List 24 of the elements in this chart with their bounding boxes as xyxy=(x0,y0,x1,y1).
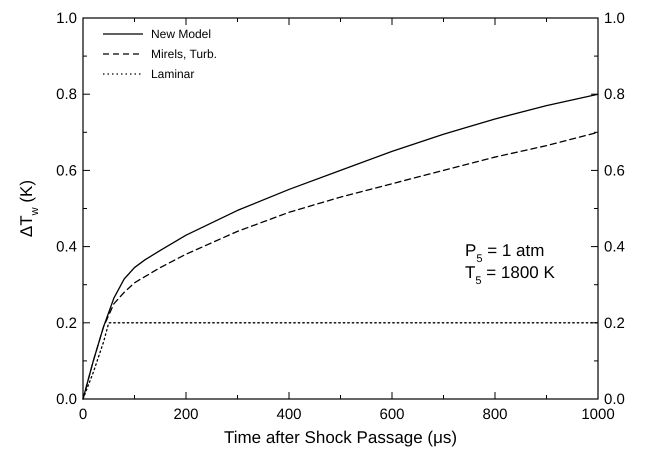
x-tick-label: 0 xyxy=(78,406,88,423)
x-axis-title: Time after Shock Passage (μs) xyxy=(224,428,458,447)
y2-tick-label: 0.2 xyxy=(604,314,625,332)
y-tick-label: 0.6 xyxy=(56,162,77,180)
annotation: T$_{5}$ = 1800 K xyxy=(465,263,556,287)
y2-tick-label: 0.8 xyxy=(604,86,625,104)
text: 0.0 xyxy=(56,391,77,408)
legend-label: Laminar xyxy=(151,67,194,81)
x-tick-label: 1000 xyxy=(581,406,615,423)
legend-label: Mirels, Turb. xyxy=(151,47,218,61)
y-tick-label: 0.4 xyxy=(56,238,77,256)
annotation: P$_{5}$ = 1 atm xyxy=(465,241,544,265)
text: 0.0 xyxy=(604,391,625,408)
legend-label: New Model xyxy=(151,27,212,41)
x-tick-label: 400 xyxy=(276,406,302,423)
x-tick-label: 600 xyxy=(379,406,405,423)
y-tick-label: 0.8 xyxy=(56,86,77,104)
y2-tick-label: 0.6 xyxy=(604,162,625,180)
text: 1.0 xyxy=(56,10,77,27)
text: 1.0 xyxy=(604,10,625,27)
x-tick-label: 200 xyxy=(173,406,199,423)
y2-tick-label: 0.4 xyxy=(604,238,625,256)
x-tick-label: 800 xyxy=(482,406,508,423)
y-tick-label: 0.2 xyxy=(56,314,77,332)
